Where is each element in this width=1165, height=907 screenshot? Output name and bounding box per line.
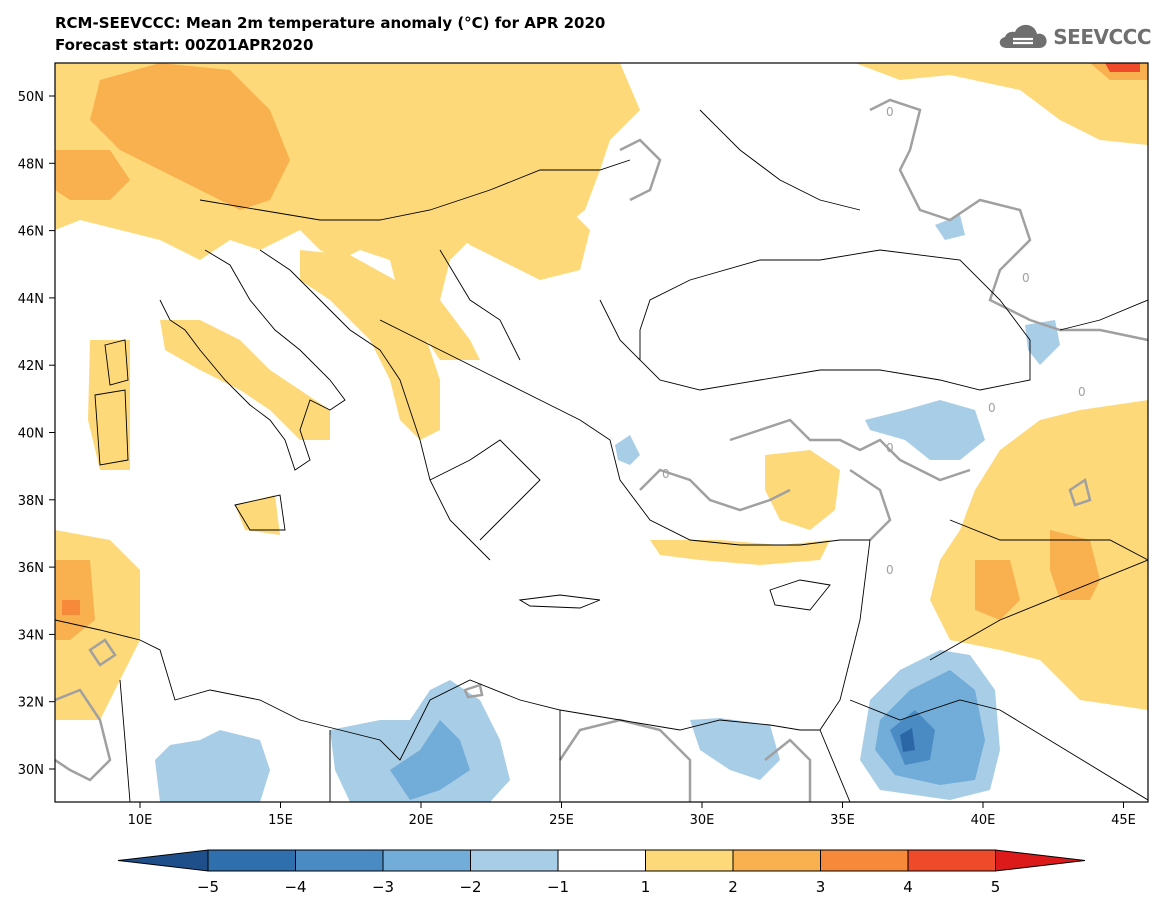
- contour-label-ukraine: 0: [886, 105, 894, 119]
- lat-tick-label: 38N: [18, 494, 44, 509]
- warm-area-south-anatolia-coast: [650, 540, 830, 565]
- warm-area-italy: [160, 320, 330, 440]
- warm-area-sicily: [235, 495, 280, 535]
- cold-area-anatolia-west: [615, 435, 640, 465]
- zero-contours: [55, 98, 1148, 802]
- page-title: RCM-SEEVCCC: Mean 2m temperature anomaly…: [55, 14, 606, 32]
- lat-tick-label: 42N: [18, 359, 44, 374]
- anomaly-fields: 0 0 0 0 0 0 0: [55, 63, 1148, 802]
- contour-labels: 0 0 0 0 0 0 0: [662, 105, 1086, 577]
- contour-label-levant: 0: [886, 563, 894, 577]
- lat-tick-label: 40N: [18, 427, 44, 442]
- warm-area-ukraine: [855, 63, 1148, 145]
- colorbar-label: 1: [641, 878, 651, 896]
- colorbar-label: −4: [284, 878, 306, 896]
- lon-tick-label: 40E: [971, 813, 996, 828]
- borders: [55, 109, 1148, 802]
- colorbar-segment: [645, 849, 734, 872]
- colorbar-label: 2: [728, 878, 738, 896]
- colorbar-label: −2: [459, 878, 481, 896]
- seevccc-logo: SEEVCCC: [997, 22, 1151, 52]
- lon-tick-label: 15E: [268, 813, 293, 828]
- lon-tick-label: 10E: [128, 813, 153, 828]
- colorbar-segment: [557, 849, 646, 872]
- colorbar-extend-low: [117, 849, 209, 872]
- colorbar-segment: [820, 849, 909, 872]
- contour-label-east: 0: [1078, 385, 1086, 399]
- lon-tick-label: 35E: [830, 813, 855, 828]
- cold-area-anatolia-east: [865, 400, 985, 460]
- contour-label-anatolia-2: 0: [886, 441, 894, 455]
- cold-area-libya-west: [155, 730, 270, 802]
- warm-area-syria-strong: [975, 560, 1020, 620]
- logo-text: SEEVCCC: [1053, 25, 1151, 49]
- colorbar: −5 −4 −3 −2 −1 1 2 3 4 5: [117, 849, 1086, 896]
- lat-tick-label: 48N: [18, 157, 44, 172]
- lon-tick-label: 25E: [549, 813, 574, 828]
- latitude-axis: 50N 48N 46N 44N 42N 40N 38N 36N 34N 32N 30N: [18, 90, 55, 778]
- contour-label-anatolia-1: 0: [988, 401, 996, 415]
- contour-label-caucasus: 0: [1022, 271, 1030, 285]
- cold-area-libya-central-strong: [390, 720, 470, 800]
- lon-tick-label: 30E: [690, 813, 715, 828]
- lat-tick-label: 44N: [18, 292, 44, 307]
- warm-area-germany-strong: [90, 63, 290, 210]
- colorbar-label: 4: [903, 878, 913, 896]
- hot-spot-north-east: [1105, 63, 1140, 72]
- lat-tick-label: 36N: [18, 561, 44, 576]
- colorbar-segment: [732, 849, 821, 872]
- colorbar-segment: [207, 849, 296, 872]
- colorbar-label: 3: [816, 878, 826, 896]
- colorbar-segment: [382, 849, 471, 872]
- colorbar-segment: [295, 849, 384, 872]
- lat-tick-label: 32N: [18, 696, 44, 711]
- cold-area-caucasus: [1025, 320, 1060, 365]
- longitude-axis: 10E 15E 20E 25E 30E 35E 40E 45E: [128, 802, 1136, 828]
- page-subtitle: Forecast start: 00Z01APR2020: [55, 36, 314, 54]
- colorbar-label: 5: [991, 878, 1001, 896]
- warm-area-sardinia-corsica: [88, 340, 130, 470]
- warm-area-anatolia: [765, 450, 840, 530]
- cold-area-jordan-deep: [900, 728, 915, 752]
- colorbar-segment: [470, 849, 559, 872]
- colorbar-segment: [907, 849, 996, 872]
- contour-label-anatolia-3: 0: [662, 467, 670, 481]
- lat-tick-label: 50N: [18, 90, 44, 105]
- colorbar-label: −1: [547, 878, 569, 896]
- warm-area-balkan-coast: [300, 250, 440, 440]
- cold-area-crimea: [935, 215, 965, 240]
- lat-tick-label: 34N: [18, 628, 44, 643]
- colorbar-extend-high: [995, 849, 1086, 872]
- warm-area-middle-east: [930, 400, 1148, 710]
- warm-area-hungary-romania: [430, 170, 590, 280]
- cloud-icon: [999, 24, 1047, 48]
- colorbar-label: −5: [197, 878, 219, 896]
- lat-tick-label: 46N: [18, 225, 44, 240]
- cold-area-egypt: [690, 718, 780, 780]
- warm-area-alps-strong: [55, 150, 130, 200]
- lon-tick-label: 45E: [1111, 813, 1136, 828]
- colorbar-label: −3: [372, 878, 394, 896]
- warm-area-iraq-strong: [1050, 530, 1100, 600]
- lon-tick-label: 20E: [409, 813, 434, 828]
- lat-tick-label: 30N: [18, 763, 44, 778]
- hot-spot-tunisia: [62, 600, 80, 615]
